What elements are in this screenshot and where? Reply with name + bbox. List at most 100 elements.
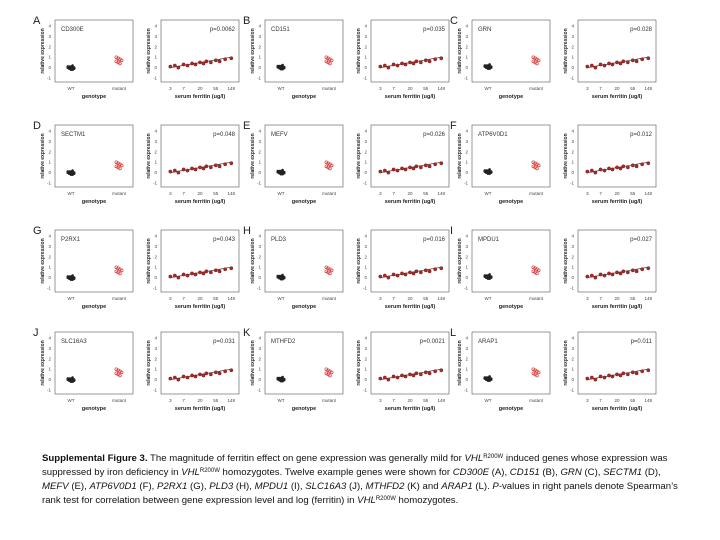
ferritin-point <box>204 269 209 274</box>
ferritin-point <box>386 65 391 70</box>
x-tick-label: 7 <box>392 86 395 91</box>
y-tick-label: 0 <box>154 275 157 280</box>
ferritin-point <box>615 270 619 275</box>
ferritin-point <box>408 60 412 65</box>
x-tick-label: 20 <box>614 398 620 403</box>
y-tick-label: 2 <box>465 356 468 361</box>
y-tick-label: 0 <box>48 377 51 382</box>
x-tick-label: mutant <box>112 398 127 403</box>
ferritin-point <box>418 270 423 275</box>
y-tick-label: 3 <box>48 34 51 39</box>
caption-text: (C), <box>581 467 604 478</box>
ferritin-point <box>439 161 444 166</box>
x-axis-label: serum ferritin (ug/l) <box>175 304 226 310</box>
y-tick-label: 1 <box>154 265 157 270</box>
ferritin-point <box>439 266 444 271</box>
y-tick-label: 4 <box>48 24 51 29</box>
wt-point <box>68 275 71 278</box>
y-tick-label: 2 <box>48 44 51 49</box>
x-axis-label: genotype <box>82 94 106 100</box>
ferritin-point <box>181 62 186 67</box>
ferritin-point <box>411 373 416 378</box>
ferritin-point <box>414 269 419 274</box>
ferritin-point <box>630 163 635 168</box>
mutant-point <box>328 369 332 374</box>
ferritin-point <box>585 274 590 279</box>
caption-superscript: R200W <box>483 454 504 460</box>
y-tick-label: -1 <box>464 181 468 186</box>
genotype-plot-frame <box>54 331 134 395</box>
caption-text: (J), <box>346 481 366 492</box>
caption-text: -values in right panels denote Spearman’… <box>42 481 678 506</box>
x-tick-label: WT <box>485 296 492 301</box>
x-tick-label: 148 <box>228 191 236 196</box>
ferritin-point <box>589 168 594 173</box>
ferritin-point <box>181 374 186 379</box>
mutant-point <box>533 270 537 275</box>
ferritin-point <box>403 374 408 379</box>
y-tick-label: 1 <box>258 160 261 165</box>
ferritin-point <box>185 63 190 68</box>
y-tick-label: 0 <box>465 65 468 70</box>
panel-letter: B <box>243 15 250 27</box>
y-axis-label: relative expression <box>563 133 569 178</box>
x-tick-label: 148 <box>438 296 446 301</box>
y-tick-label: 1 <box>154 367 157 372</box>
y-axis-label: relative expression <box>457 238 463 283</box>
y-tick-label: -1 <box>257 76 261 81</box>
y-tick-label: 4 <box>154 129 157 134</box>
x-tick-label: mutant <box>529 398 544 403</box>
x-tick-label: mutant <box>529 86 544 91</box>
x-tick-label: 3 <box>586 296 589 301</box>
wt-point <box>281 375 284 379</box>
y-tick-label: 1 <box>465 55 468 60</box>
y-tick-label: 4 <box>571 24 574 29</box>
ferritin-point <box>618 373 623 378</box>
ferritin-point <box>382 273 387 278</box>
caption-gene: PLD3 <box>209 481 234 492</box>
caption-text: homozygotes. Twelve example genes were s… <box>219 467 453 478</box>
y-tick-label: 3 <box>571 139 574 144</box>
mutant-point <box>118 369 122 374</box>
x-axis-label: serum ferritin (ug/l) <box>175 406 226 412</box>
caption-text: (A), <box>489 467 510 478</box>
y-axis-label: relative expression <box>146 340 152 385</box>
ferritin-point <box>201 61 206 66</box>
wt-point <box>71 274 74 277</box>
ferritin-point <box>408 270 412 275</box>
ferritin-point <box>593 377 598 382</box>
genotype-plot-frame <box>264 229 344 293</box>
x-tick-label: 3 <box>379 191 382 196</box>
ferritin-point <box>403 272 408 277</box>
ferritin-point <box>190 166 194 171</box>
ferritin-point <box>411 166 416 171</box>
ferritin-point <box>418 60 423 65</box>
ferritin-point <box>414 164 419 169</box>
ferritin-point <box>198 165 202 170</box>
ferritin-point <box>625 270 630 275</box>
y-tick-label: 3 <box>364 139 367 144</box>
y-tick-label: 4 <box>48 129 51 134</box>
ferritin-point <box>168 64 173 69</box>
genotype-plot-frame <box>264 331 344 395</box>
x-tick-label: WT <box>278 296 285 301</box>
x-tick-label: 7 <box>182 191 185 196</box>
y-tick-label: 4 <box>465 129 468 134</box>
y-tick-label: 0 <box>48 275 51 280</box>
y-axis-label: relative expression <box>457 133 463 178</box>
x-axis-label: serum ferritin (ug/l) <box>385 406 436 412</box>
ferritin-point <box>208 165 213 170</box>
x-tick-label: 7 <box>392 398 395 403</box>
ferritin-point <box>386 275 391 280</box>
x-tick-label: 3 <box>169 398 172 403</box>
ferritin-point <box>223 369 228 374</box>
y-tick-label: 3 <box>154 34 157 39</box>
y-tick-label: 2 <box>571 149 574 154</box>
mutant-point <box>114 55 119 59</box>
x-tick-label: mutant <box>322 398 337 403</box>
ferritin-point <box>208 60 213 65</box>
